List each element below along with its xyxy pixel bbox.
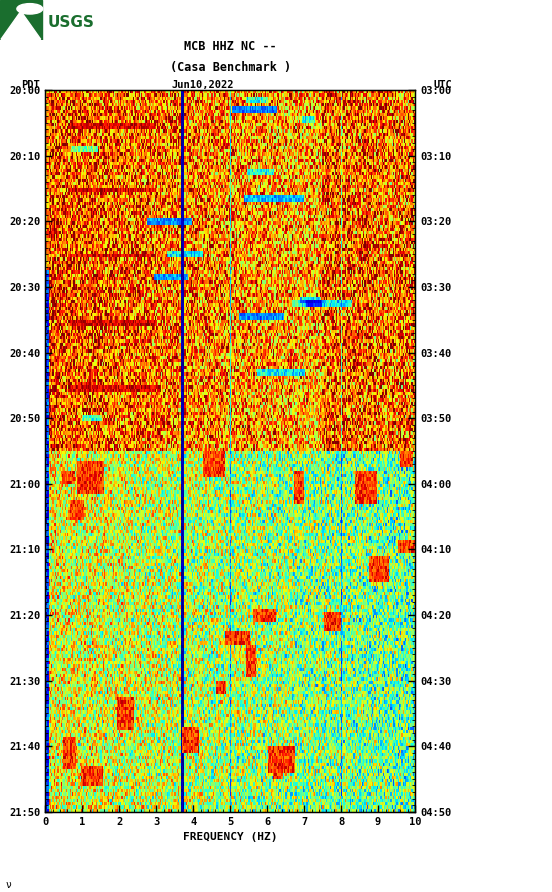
Text: USGS: USGS [47,14,94,29]
Polygon shape [1,12,41,39]
Text: MCB HHZ NC --: MCB HHZ NC -- [184,40,277,54]
Text: (Casa Benchmark ): (Casa Benchmark ) [169,61,291,74]
Circle shape [17,4,43,14]
X-axis label: FREQUENCY (HZ): FREQUENCY (HZ) [183,832,278,842]
Text: Jun10,2022: Jun10,2022 [171,79,234,90]
Bar [0,0,42,40]
Text: PDT: PDT [21,79,40,90]
Text: UTC: UTC [433,79,452,90]
Text: ν: ν [6,880,12,889]
